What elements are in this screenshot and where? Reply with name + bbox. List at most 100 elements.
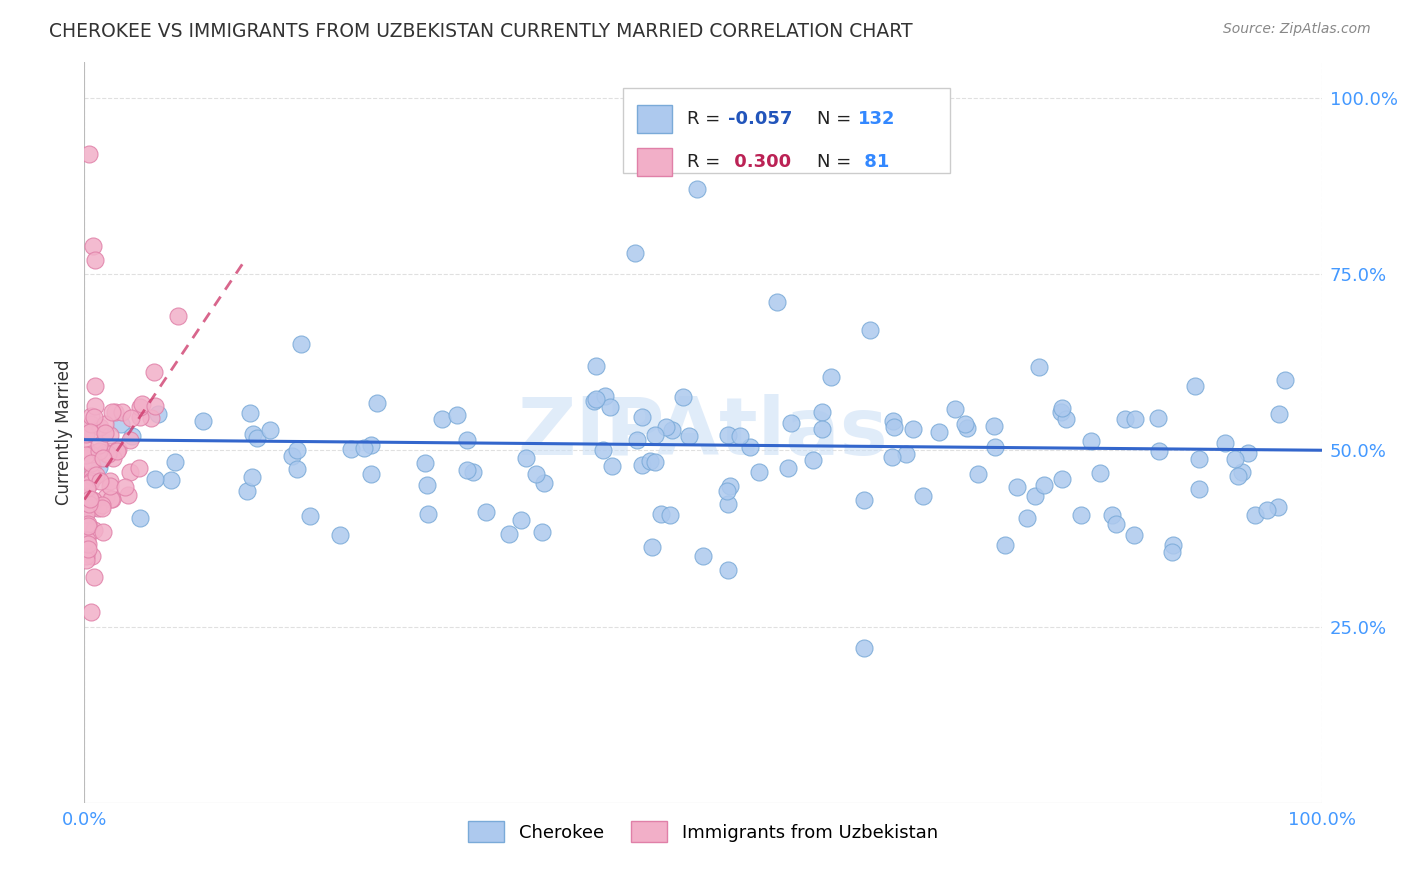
Point	[110, 417, 132, 431]
Point	[894, 447, 917, 461]
Point	[1237, 446, 1260, 460]
Point	[600, 459, 623, 474]
Point	[413, 456, 436, 470]
Point	[83, 379, 105, 393]
Point	[142, 365, 165, 379]
Point	[883, 420, 905, 434]
Point	[716, 484, 738, 499]
Point	[1105, 516, 1128, 531]
Point	[456, 463, 478, 477]
Text: Source: ZipAtlas.com: Source: ZipAtlas.com	[1223, 22, 1371, 37]
Point	[120, 411, 142, 425]
Point	[360, 438, 382, 452]
Point	[585, 359, 607, 373]
Point	[1187, 482, 1209, 496]
Point	[780, 416, 803, 430]
Point	[644, 428, 666, 442]
Bar	[637, 147, 672, 176]
Point	[83, 494, 105, 508]
Point	[740, 440, 762, 454]
Point	[76, 541, 98, 556]
Point	[778, 461, 800, 475]
Text: -0.057: -0.057	[728, 110, 792, 128]
Point	[1050, 471, 1073, 485]
Point	[76, 533, 98, 547]
Point	[456, 433, 478, 447]
Point	[259, 423, 281, 437]
Point	[75, 473, 97, 487]
Point	[717, 428, 740, 442]
Point	[79, 425, 101, 439]
Point	[80, 409, 103, 424]
Point	[515, 450, 537, 465]
Point	[1123, 412, 1146, 426]
Point	[75, 549, 97, 564]
Point	[285, 443, 308, 458]
Point	[83, 523, 105, 537]
Point	[967, 467, 990, 481]
Point	[630, 409, 652, 424]
FancyBboxPatch shape	[623, 88, 950, 173]
Point	[87, 500, 110, 515]
Point	[1054, 412, 1077, 426]
Point	[80, 468, 103, 483]
Point	[953, 417, 976, 431]
Point	[75, 508, 97, 522]
Point	[852, 493, 875, 508]
Point	[678, 429, 700, 443]
Point	[285, 461, 308, 475]
Point	[160, 474, 183, 488]
Point	[105, 444, 128, 458]
Point	[89, 438, 111, 452]
Point	[956, 421, 979, 435]
Point	[641, 540, 664, 554]
Point	[1050, 405, 1073, 419]
Point	[148, 407, 170, 421]
Point	[75, 553, 97, 567]
Point	[1223, 452, 1246, 467]
Point	[644, 455, 666, 469]
Point	[131, 397, 153, 411]
Point	[595, 389, 617, 403]
Point	[820, 370, 842, 384]
Point	[96, 447, 118, 461]
Point	[1024, 489, 1046, 503]
Point	[1070, 508, 1092, 522]
Y-axis label: Currently Married: Currently Married	[55, 359, 73, 506]
Point	[76, 537, 98, 551]
Point	[329, 528, 352, 542]
Point	[79, 417, 101, 432]
Point	[446, 408, 468, 422]
Point	[859, 323, 882, 337]
Point	[242, 426, 264, 441]
Point	[145, 399, 167, 413]
Point	[533, 475, 555, 490]
Point	[943, 401, 966, 416]
Point	[1147, 444, 1170, 458]
Text: N =: N =	[817, 153, 856, 170]
Point	[1050, 401, 1073, 416]
Point	[128, 461, 150, 475]
Point	[661, 423, 683, 437]
Point	[631, 458, 654, 473]
Point	[80, 447, 103, 461]
Point	[75, 449, 97, 463]
Point	[1090, 466, 1112, 480]
Point	[810, 422, 832, 436]
Point	[911, 489, 934, 503]
Point	[983, 418, 1005, 433]
Point	[1114, 412, 1136, 426]
Point	[1244, 508, 1267, 523]
Point	[592, 442, 614, 457]
Point	[97, 447, 120, 461]
Point	[416, 507, 439, 521]
Point	[129, 409, 152, 424]
Point	[82, 492, 104, 507]
Point	[129, 400, 152, 414]
Point	[1232, 465, 1254, 479]
Point	[852, 640, 875, 655]
Point	[882, 414, 904, 428]
Point	[80, 549, 103, 563]
Point	[84, 252, 107, 267]
Point	[79, 491, 101, 506]
